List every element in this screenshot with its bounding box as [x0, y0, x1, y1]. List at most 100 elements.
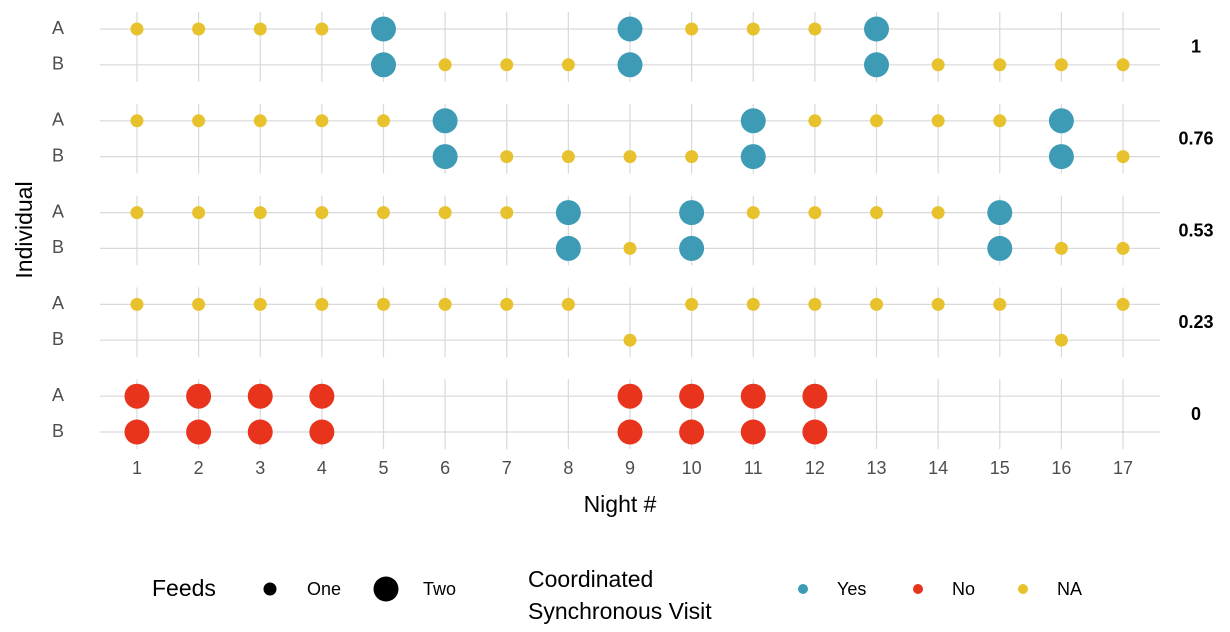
dot — [1116, 241, 1130, 255]
legend-key — [373, 576, 399, 602]
legend-key — [913, 584, 923, 594]
dot — [617, 52, 643, 78]
color-legend-title: Synchronous Visit — [528, 598, 712, 624]
dot — [987, 235, 1013, 261]
dot — [309, 419, 335, 445]
dot — [315, 114, 329, 128]
legend-label: NA — [1057, 579, 1082, 599]
dot — [1054, 58, 1068, 72]
size-legend-title: Feeds — [152, 575, 216, 601]
dot — [740, 144, 766, 170]
dot — [500, 150, 514, 164]
dot — [309, 383, 335, 409]
dot — [253, 206, 267, 220]
y-tick-label: B — [52, 421, 64, 441]
legend-key — [798, 584, 808, 594]
dot — [679, 383, 705, 409]
x-tick-label: 2 — [194, 458, 204, 478]
dot — [802, 419, 828, 445]
dot — [1116, 150, 1130, 164]
dot — [685, 150, 699, 164]
dot — [192, 22, 206, 36]
y-tick-label: A — [52, 110, 64, 130]
x-tick-label: 15 — [990, 458, 1010, 478]
x-tick-label: 6 — [440, 458, 450, 478]
dot — [561, 58, 575, 72]
dot — [623, 150, 637, 164]
strip-label: 0 — [1191, 404, 1201, 424]
dot — [1048, 108, 1074, 134]
dot — [130, 297, 144, 311]
dot — [432, 144, 458, 170]
dot — [679, 200, 705, 226]
dot — [685, 297, 699, 311]
dot — [124, 419, 150, 445]
dot — [253, 297, 267, 311]
x-tick-label: 11 — [744, 458, 763, 478]
dot — [555, 200, 581, 226]
dot — [679, 235, 705, 261]
dot — [130, 22, 144, 36]
dot — [186, 419, 212, 445]
dot — [870, 297, 884, 311]
x-tick-label: 14 — [928, 458, 948, 478]
legend-key — [1018, 584, 1028, 594]
dot — [186, 383, 212, 409]
y-tick-label: B — [52, 145, 64, 165]
legend-label: Yes — [837, 579, 866, 599]
dot — [746, 206, 760, 220]
dot — [253, 114, 267, 128]
dot — [993, 297, 1007, 311]
dot — [1116, 58, 1130, 72]
dot — [376, 206, 390, 220]
legend-label: One — [307, 579, 341, 599]
dot — [617, 419, 643, 445]
dot — [500, 58, 514, 72]
dot — [623, 241, 637, 255]
dot — [740, 383, 766, 409]
dot — [247, 419, 273, 445]
dot — [931, 206, 945, 220]
dot — [253, 22, 267, 36]
dot — [1048, 144, 1074, 170]
dot — [561, 150, 575, 164]
dot — [808, 22, 822, 36]
dot — [802, 383, 828, 409]
y-tick-label: A — [52, 293, 64, 313]
color-legend-title: Coordinated — [528, 566, 653, 592]
x-tick-label: 10 — [682, 458, 702, 478]
dot — [617, 383, 643, 409]
dot — [315, 297, 329, 311]
legend-key — [263, 582, 277, 596]
dot — [1116, 297, 1130, 311]
dot — [740, 419, 766, 445]
dot — [247, 383, 273, 409]
dot — [864, 16, 890, 42]
x-tick-label: 4 — [317, 458, 327, 478]
dot — [130, 114, 144, 128]
dot — [500, 206, 514, 220]
dot — [931, 58, 945, 72]
legend-label: Two — [423, 579, 456, 599]
y-axis-title: Individual — [11, 181, 37, 278]
dot — [555, 235, 581, 261]
strip-label: 1 — [1191, 37, 1201, 57]
x-tick-label: 1 — [132, 458, 142, 478]
dot — [931, 114, 945, 128]
dot — [438, 297, 452, 311]
dot — [993, 58, 1007, 72]
x-tick-label: 3 — [255, 458, 265, 478]
dot — [931, 297, 945, 311]
strip-label: 0.76 — [1178, 128, 1213, 148]
dot — [808, 206, 822, 220]
dot — [617, 16, 643, 42]
dot — [870, 206, 884, 220]
strip-label: 0.23 — [1178, 312, 1213, 332]
x-tick-label: 17 — [1113, 458, 1133, 478]
dot — [370, 16, 396, 42]
dot — [808, 297, 822, 311]
dot — [740, 108, 766, 134]
dot — [124, 383, 150, 409]
dot — [438, 58, 452, 72]
